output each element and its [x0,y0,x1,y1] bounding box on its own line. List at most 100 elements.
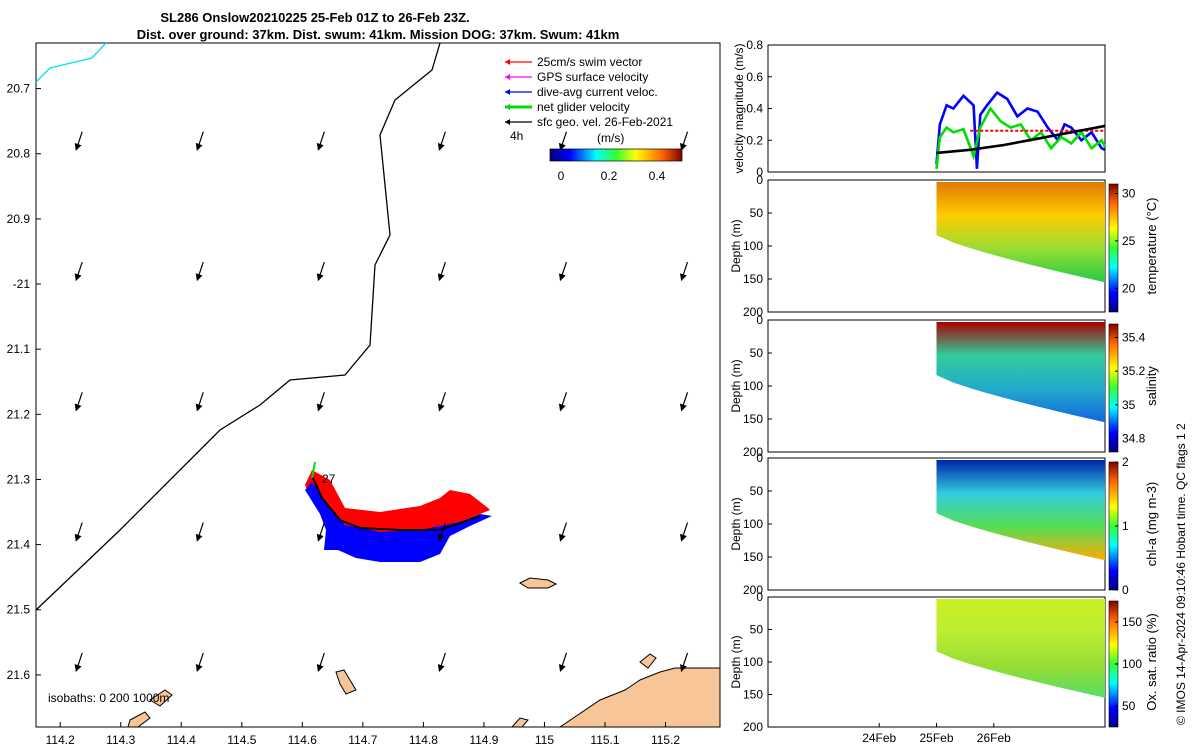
legend-arrowhead [505,89,510,95]
isobath-200m [35,42,441,611]
salinity-y-tick-label: 0 [756,313,763,327]
oxygen-cbar-tick-label: 50 [1122,699,1136,713]
oxygen-cbar-tick-label: 100 [1122,657,1142,671]
geo-vector-arrow [74,652,83,673]
geo-vector-arrow [316,131,325,151]
map-y-tick-label: 21.5 [7,603,31,617]
time-x-tick-label: 26Feb [977,731,1011,745]
legend-label: GPS surface velocity [537,70,648,84]
geo-vector-arrow [74,522,83,542]
geo-vector-arrow [558,652,568,673]
salinity-y-label: Depth (m) [729,359,743,412]
velocity-y-tick-label: 0.2 [746,133,763,147]
velocity-series-net-glider-velocity [935,106,1107,169]
chl-a-y-tick-label: 0 [756,451,763,465]
title-line-2: Dist. over ground: 37km. Dist. swum: 41k… [137,27,620,42]
speed-colorbar-tick-label: 0.2 [601,169,618,183]
map-y-tick-label: 20.8 [7,147,31,161]
map-x-tick-label: 114.3 [106,733,135,747]
swim-vector-fill [305,470,490,538]
net-velocity-stub [311,461,316,479]
geo-vector-arrow [437,522,446,542]
salinity-cbar-label: salinity [1144,366,1159,406]
isobath-1000m [35,42,107,83]
chl-a-y-tick-label: 150 [743,550,763,564]
map-y-tick-label: 20.7 [7,82,31,96]
oxygen-section [936,599,1105,698]
map-x-tick-label: 114.5 [227,733,256,747]
geo-vector-arrow [195,522,204,542]
glider-track [311,475,481,531]
oxygen-y-tick-label: 100 [743,655,763,669]
oxygen-y-label: Depth (m) [729,635,743,688]
salinity-y-tick-label: 100 [743,379,763,393]
map-y-tick-label: 21.2 [7,407,31,421]
geo-vector-arrow [680,261,689,282]
legend-arrowhead [505,104,510,110]
geo-vector-arrow [680,392,689,412]
geo-vector-arrow [437,392,446,412]
speed-colorbar [549,148,683,162]
geo-vector-arrows [74,131,689,673]
chl-a-cbar-tick-label: 1 [1122,519,1129,533]
salinity-cbar-tick-label: 35.2 [1122,364,1146,378]
oxygen-cbar-tick-label: 150 [1122,615,1142,629]
chl-a-section [936,460,1105,561]
geo-vector-arrow [74,131,83,151]
legend-label: sfc geo. vel. 26-Feb-2021 [537,115,673,129]
track-point-label: 27 [322,472,336,486]
oxygen-y-tick-label: 0 [756,590,763,604]
temperature-cbar-label: temperature (°C) [1144,198,1159,295]
geo-vector-arrow [558,261,568,282]
island [335,669,357,695]
geo-vector-arrow [558,522,568,542]
oxygen-cbar-label: Ox. sat. ratio (%) [1144,613,1159,711]
mainland [558,667,721,728]
speed-colorbar-tick-label: 0 [558,169,565,183]
salinity-section [936,322,1105,423]
land-shapes [127,577,721,728]
temperature-y-tick-label: 150 [743,272,763,286]
legend-label: net glider velocity [537,100,630,114]
scale-label: 4h [510,129,523,143]
map-x-tick-label: 114.7 [348,733,377,747]
geo-vector-arrow [195,652,204,673]
chl-a-cbar-tick-label: 2 [1122,455,1129,469]
temperature-section [936,182,1105,283]
speed-colorbar-tick-label: 0.4 [649,169,666,183]
legend-label: dive-avg current veloc. [537,85,658,99]
temperature-cbar-tick-label: 25 [1122,234,1136,248]
map-x-tick-label: 114.4 [167,733,196,747]
temperature-y-tick-label: 50 [750,206,764,220]
map-y-tick-label: 20.9 [7,212,31,226]
salinity-y-tick-label: 200 [743,445,763,459]
chl-a-y-tick-label: 200 [743,583,763,597]
temperature-cbar-tick-label: 30 [1122,186,1136,200]
chl-a-cbar-tick-label: 0 [1122,583,1129,597]
map-y-tick-label: 21.1 [7,342,31,356]
salinity-cbar-tick-label: 35 [1122,398,1136,412]
map-y-tick-label: 21.6 [7,668,31,682]
time-x-tick-label: 24Feb [862,731,896,745]
map-y-tick-label: 21.4 [7,538,31,552]
temperature-y-tick-label: 200 [743,305,763,319]
geo-vector-arrow [316,261,325,282]
island [639,653,657,669]
geo-vector-arrow [437,131,446,151]
salinity-cbar-tick-label: 34.8 [1122,432,1146,446]
salinity-y-tick-label: 50 [750,346,764,360]
velocity-series-dive-avg-current-veloc- [935,90,1106,169]
temperature-colorbar [1108,183,1119,313]
chl-a-y-tick-label: 50 [750,484,764,498]
velocity-y-tick-label: 0.4 [746,102,763,116]
island [149,689,173,707]
geo-vector-arrow [316,522,325,542]
velocity-y-tick-label: 0.6 [746,70,763,84]
legend-arrowhead [505,59,510,65]
title-line-1: SL286 Onslow20210225 25-Feb 01Z to 26-Fe… [160,10,469,25]
geo-vector-arrow [437,652,446,673]
salinity-colorbar [1108,323,1119,453]
